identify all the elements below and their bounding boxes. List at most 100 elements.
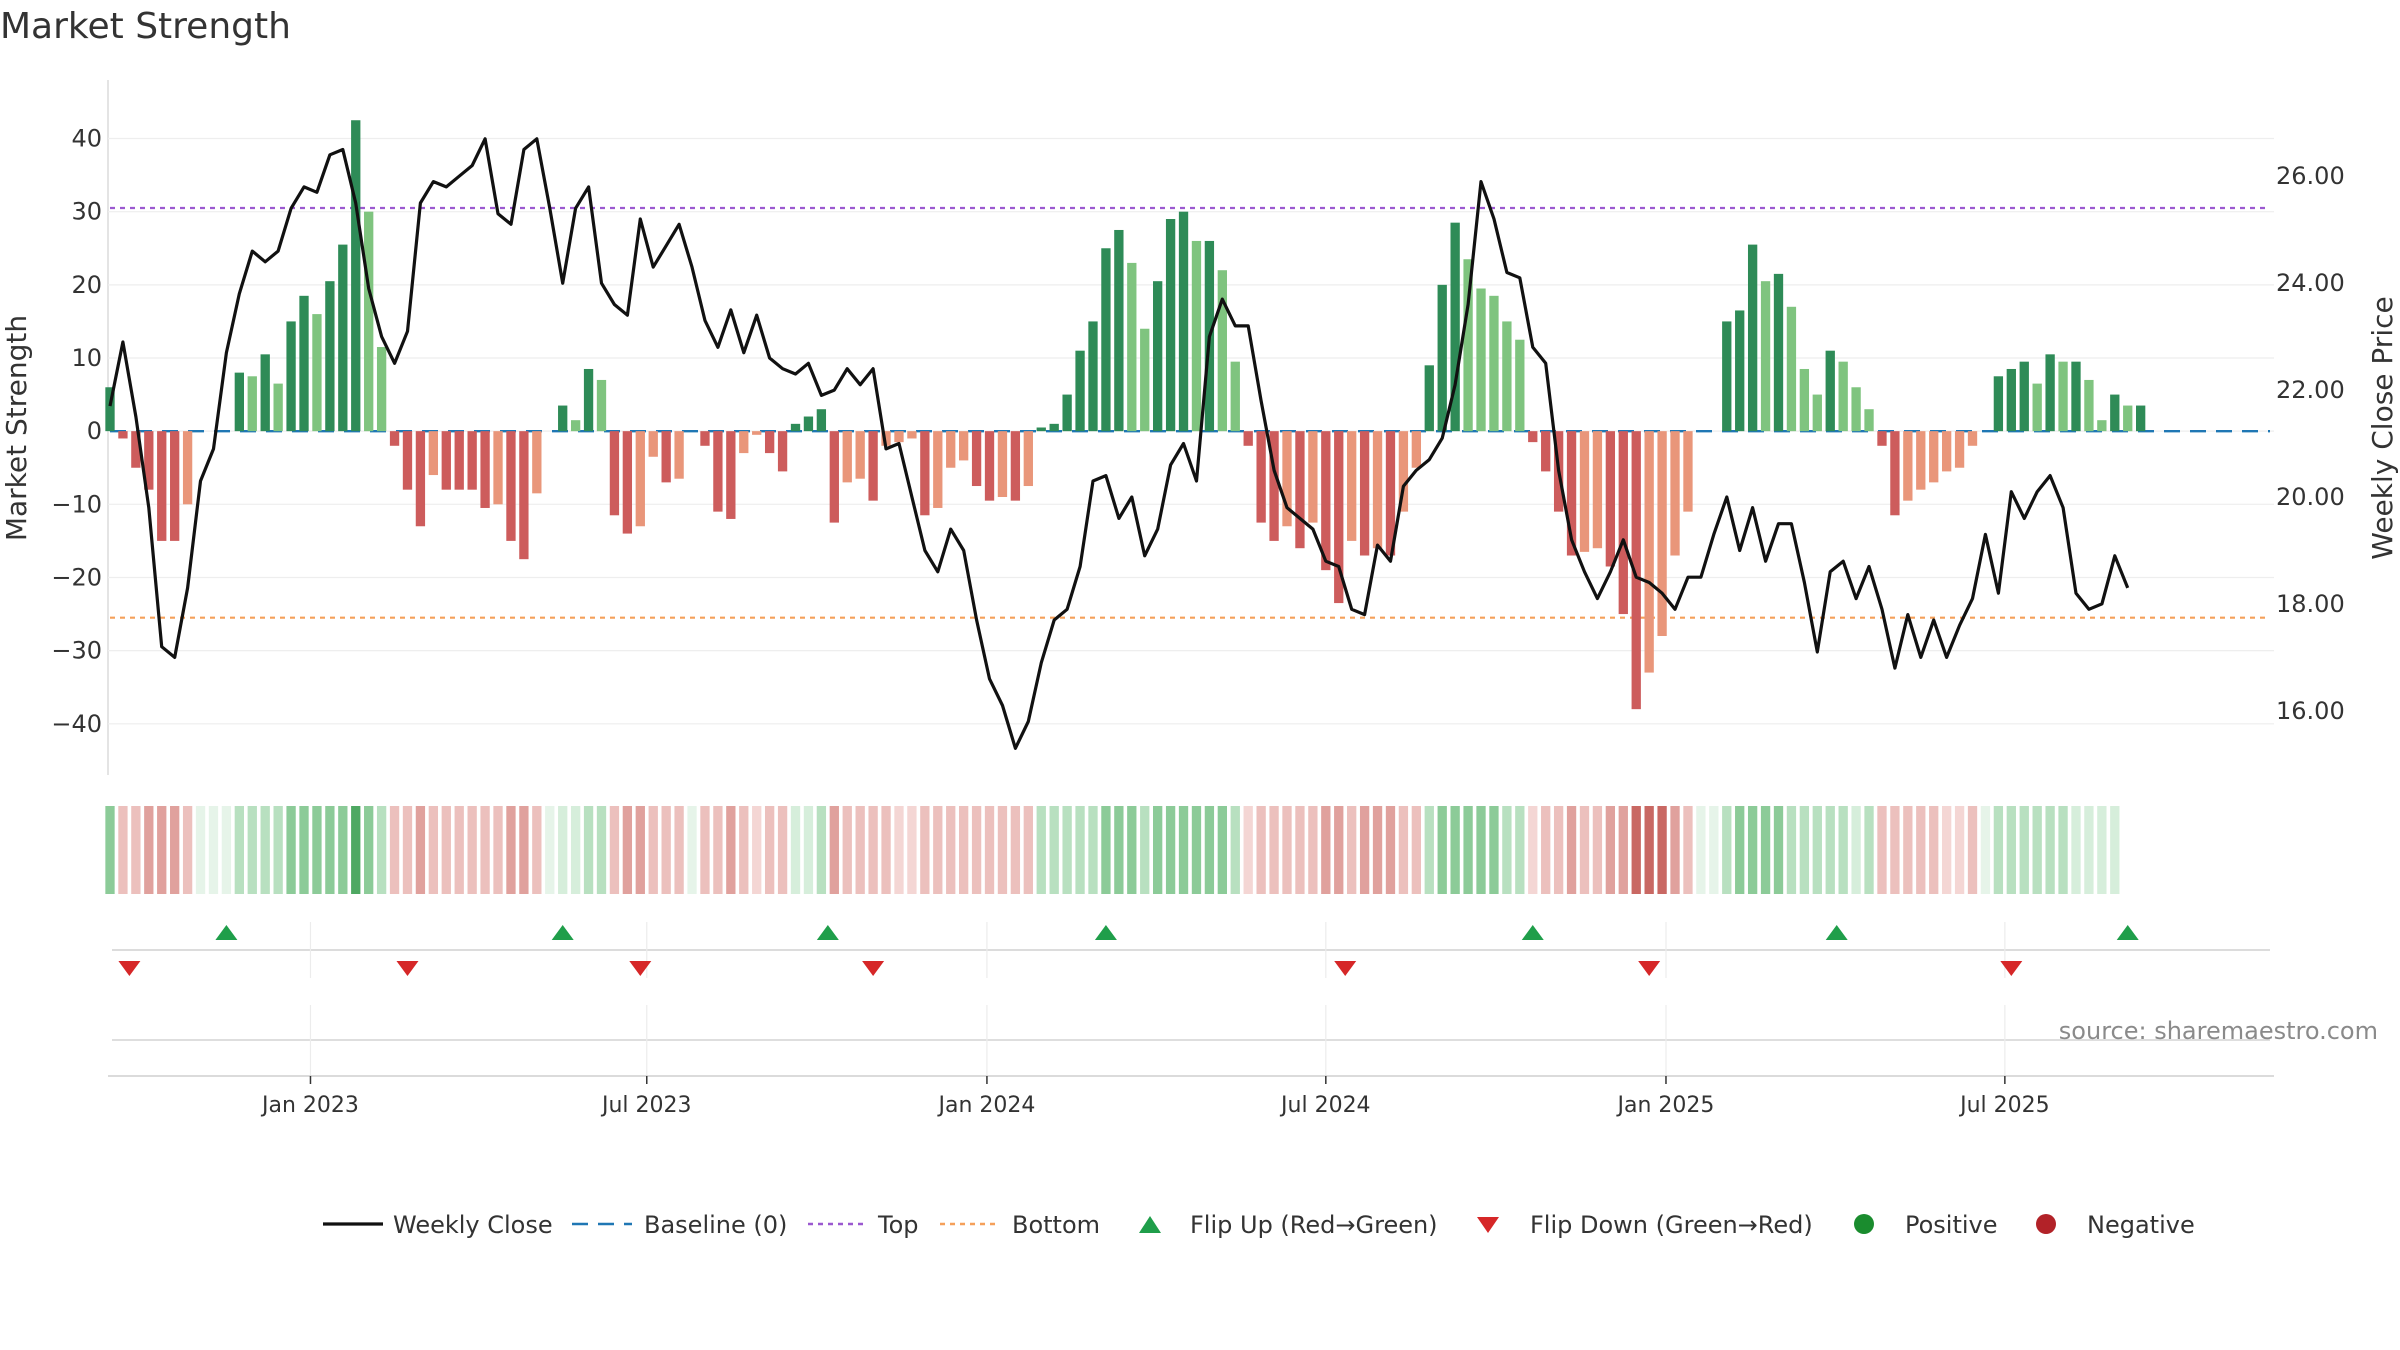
strength-bar	[1372, 431, 1383, 549]
strength-bar	[428, 431, 439, 476]
strip-cell	[1088, 806, 1098, 894]
right-tick-label: 26.00	[2276, 162, 2345, 190]
strip-cell	[1890, 806, 1900, 894]
strip-cell	[1851, 806, 1861, 894]
strip-cell	[1825, 806, 1835, 894]
strip-cell	[1644, 806, 1654, 894]
strength-bar	[1023, 431, 1033, 487]
strip-cell	[764, 806, 775, 894]
flip-down-marker	[862, 961, 885, 976]
strip-cell	[286, 806, 296, 894]
legend-label: Positive	[1905, 1211, 1998, 1239]
strength-bar	[247, 376, 257, 432]
strength-bar	[829, 431, 839, 523]
strength-bar	[920, 431, 930, 516]
legend-label: Flip Up (Red→Green)	[1190, 1211, 1438, 1239]
strength-bar	[1424, 365, 1434, 432]
strip-cell	[1916, 806, 1926, 894]
left-tick-label: −30	[51, 637, 102, 665]
strength-bar	[700, 431, 710, 446]
left-tick-label: −40	[51, 710, 102, 738]
strength-bar	[1967, 431, 1978, 446]
strength-bar	[1049, 423, 1059, 432]
strip-cell	[389, 806, 400, 894]
strength-bar	[1903, 431, 1913, 501]
strip-cell	[1049, 806, 1059, 894]
strip-cell	[958, 806, 969, 894]
legend-item: Bottom	[940, 1211, 1100, 1239]
strip-cell	[1929, 806, 1939, 894]
strength-bar	[312, 314, 322, 432]
strength-bar	[1929, 431, 1939, 483]
strip-cell	[1321, 806, 1331, 894]
strip-cell	[1424, 806, 1434, 894]
strip-cell	[558, 806, 568, 894]
strip-cell	[260, 806, 270, 894]
strip-cell	[325, 806, 335, 894]
strength-bar	[105, 387, 115, 432]
strength-bar	[1515, 339, 1525, 432]
positive-dot-icon	[1854, 1214, 1874, 1234]
strip-cell	[1463, 806, 1473, 894]
strip-cell	[1799, 806, 1810, 894]
strength-bar	[1062, 394, 1072, 432]
strength-bar	[674, 431, 684, 479]
strength-bar	[1954, 431, 1965, 468]
strength-bar	[144, 431, 154, 490]
strength-bar	[1243, 431, 1253, 446]
strength-bar	[894, 431, 904, 443]
left-tick-label: 40	[71, 125, 102, 153]
strip-cell	[1347, 806, 1357, 894]
strength-bar	[570, 420, 581, 432]
strip-cell	[1502, 806, 1512, 894]
lower-empty-panel	[108, 1005, 2274, 1077]
strength-bar	[752, 431, 762, 435]
strip-cell	[441, 806, 451, 894]
strength-bar	[415, 431, 426, 527]
strip-cell	[984, 806, 995, 894]
strength-bar	[1101, 248, 1111, 432]
strip-cell	[661, 806, 671, 894]
strip-cell	[1036, 806, 1046, 894]
left-tick-label: −20	[51, 563, 102, 591]
reference-lines	[110, 206, 2270, 619]
flip-down-marker	[396, 961, 419, 976]
strip-cell	[1515, 806, 1525, 894]
chart-title: Market Strength	[0, 6, 291, 47]
legend-item: Weekly Close	[323, 1211, 553, 1239]
strength-bar	[739, 431, 749, 454]
strength-bar	[803, 416, 814, 432]
strip-cell	[648, 806, 658, 894]
strip-cell	[1140, 806, 1150, 894]
strip-cell	[1592, 806, 1603, 894]
legend-item: Positive	[1854, 1211, 1998, 1239]
strip-cell	[1670, 806, 1680, 894]
left-tick-label: 0	[87, 417, 102, 445]
strip-cell	[1191, 806, 1202, 894]
strength-bar	[868, 431, 878, 501]
strip-cell	[920, 806, 930, 894]
strength-bar	[1851, 387, 1861, 432]
strength-bar	[713, 431, 723, 512]
strength-bar	[118, 431, 128, 439]
strip-cell	[1760, 806, 1771, 894]
strip-cell	[234, 806, 244, 894]
strength-bar	[1230, 361, 1240, 432]
strip-cell	[1010, 806, 1021, 894]
strength-bar	[726, 431, 736, 519]
strength-bar	[234, 372, 244, 432]
strip-cell	[596, 806, 607, 894]
strength-bar	[1411, 431, 1422, 468]
strength-bar	[1605, 431, 1616, 567]
strip-cell	[739, 806, 749, 894]
strength-bar	[467, 431, 477, 490]
strip-cell	[1709, 806, 1719, 894]
strip-cell	[1903, 806, 1913, 894]
strip-cell	[1114, 806, 1124, 894]
strip-cell	[2006, 806, 2016, 894]
legend: Weekly Close Baseline (0) Top Bottom Flip Up…	[323, 1211, 2195, 1239]
strip-cell	[1165, 806, 1176, 894]
strip-cell	[1747, 806, 1758, 894]
strength-bar	[493, 431, 503, 505]
x-tick-label: Jul 2023	[600, 1093, 692, 1118]
